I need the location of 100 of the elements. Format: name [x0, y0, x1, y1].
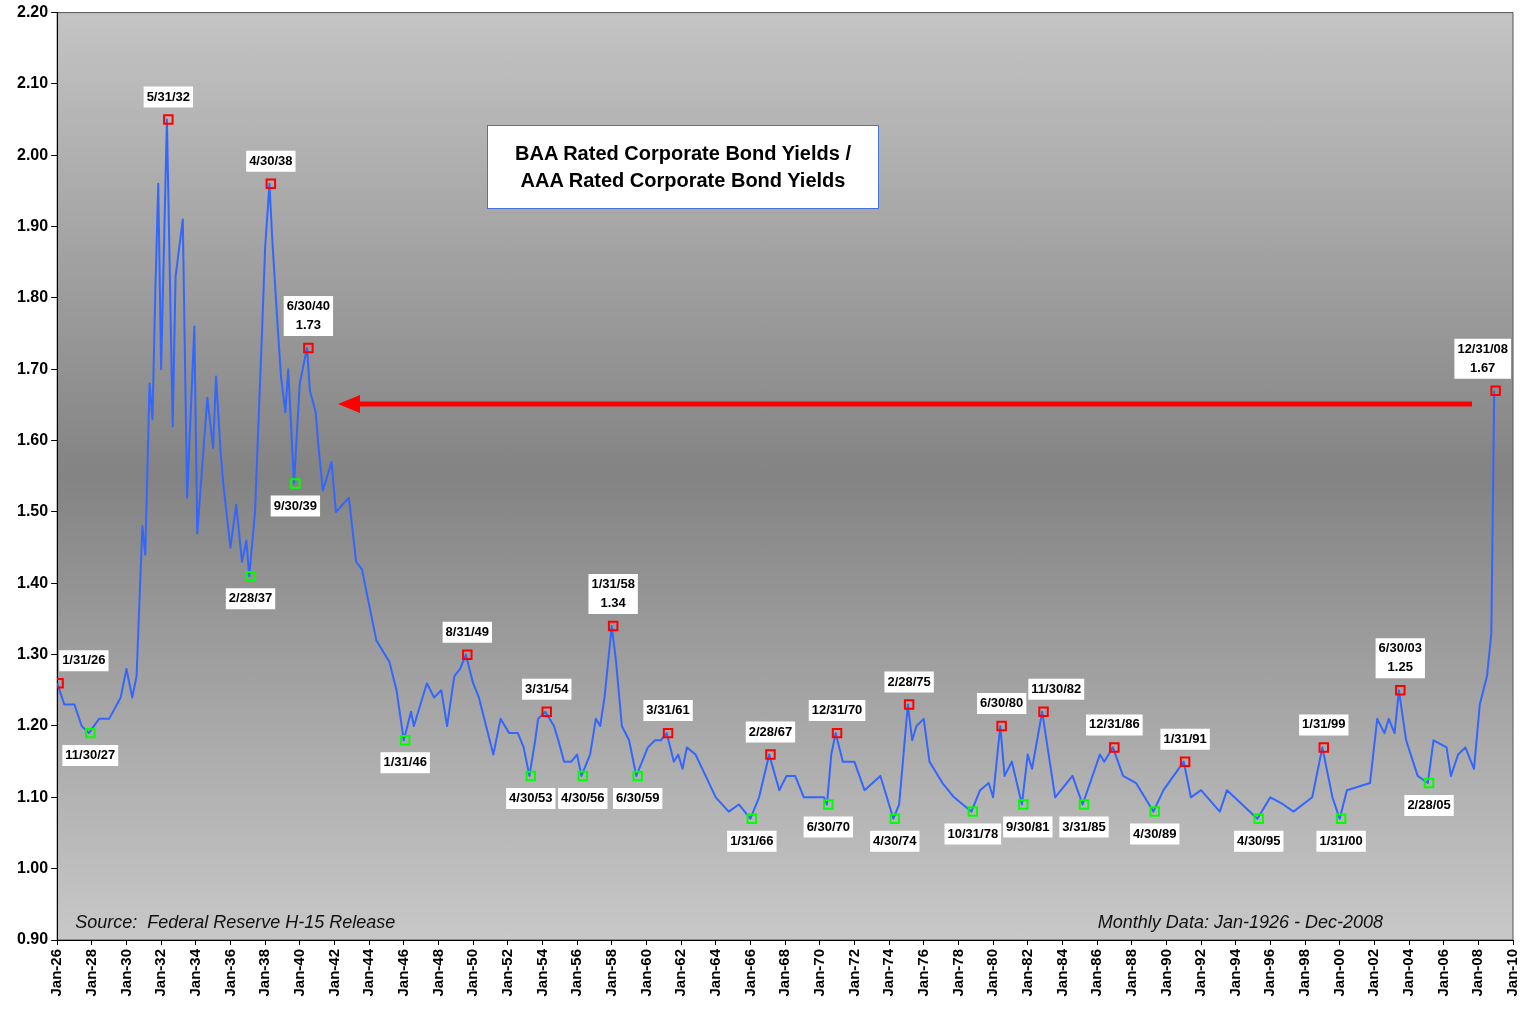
x-tick-label: Jan-54 — [532, 948, 550, 997]
point — [889, 813, 901, 824]
annotation: 1/31/91 — [1163, 730, 1207, 746]
y-tick-label: 1.20 — [17, 716, 49, 734]
point — [823, 799, 834, 810]
x-tick-label: Jan-02 — [1364, 949, 1382, 997]
x-tick-label: Jan-28 — [81, 949, 99, 997]
annotation: 6/30/40 1.73 — [286, 297, 331, 332]
annotation: 4/30/89 — [1133, 825, 1177, 841]
point — [996, 720, 1007, 732]
x-tick-label: Jan-42 — [324, 949, 342, 997]
x-tick-label: Jan-50 — [463, 949, 481, 997]
point — [1490, 385, 1501, 396]
point — [662, 727, 674, 739]
x-tick-label: Jan-68 — [775, 949, 793, 997]
point — [462, 649, 473, 660]
x-tick-label: Jan-76 — [913, 949, 931, 997]
x-tick-label: Jan-58 — [601, 949, 619, 997]
annotation: 1/31/99 — [1302, 716, 1346, 732]
annotation: 4/30/53 — [509, 790, 553, 805]
x-tick-label: Jan-10 — [1503, 949, 1521, 997]
point — [245, 570, 256, 582]
y-tick-label: 1.10 — [17, 787, 49, 805]
point — [541, 706, 552, 717]
y-tick-label: 2.20 — [17, 3, 49, 21]
annotation: 6/30/59 — [616, 790, 660, 805]
x-tick-label: Jan-96 — [1260, 949, 1278, 997]
point — [1179, 756, 1191, 767]
point — [765, 749, 776, 760]
x-tick-label: Jan-72 — [844, 949, 862, 997]
point — [1149, 806, 1160, 817]
point — [290, 478, 301, 489]
x-tick-label: Jan-78 — [948, 949, 966, 997]
point — [1395, 685, 1406, 696]
x-tick-label: Jan-84 — [1052, 948, 1070, 997]
point — [967, 806, 979, 817]
point — [1109, 742, 1120, 753]
x-tick-label: Jan-00 — [1329, 949, 1347, 997]
x-tick-label: Jan-66 — [740, 949, 758, 997]
point — [163, 114, 174, 125]
x-tick-label: Jan-26 — [47, 949, 65, 997]
annotation: 1/31/66 — [730, 832, 774, 848]
y-tick-label: 2.00 — [17, 145, 49, 163]
point — [265, 178, 277, 190]
annotation: 6/30/03 1.25 — [1378, 640, 1422, 675]
x-tick-label: Jan-80 — [983, 949, 1001, 997]
point — [1335, 813, 1347, 824]
y-tick-label: 0.90 — [17, 930, 49, 948]
point — [1078, 799, 1090, 810]
annotation: 2/28/75 — [887, 673, 931, 689]
x-tick-label: Jan-04 — [1399, 948, 1417, 997]
x-tick-label: Jan-08 — [1468, 949, 1486, 997]
annotation: 4/30/95 — [1237, 832, 1281, 848]
y-tick-label: 1.30 — [17, 645, 49, 663]
point — [1318, 742, 1330, 753]
annotation: 1/31/00 — [1319, 832, 1363, 848]
annotation: 1/31/46 — [383, 754, 427, 770]
y-tick-label: 1.70 — [17, 359, 49, 377]
x-tick-label: Jan-98 — [1295, 949, 1313, 997]
x-tick-label: Jan-62 — [671, 949, 689, 997]
x-tick-label: Jan-40 — [289, 949, 307, 997]
x-tick-label: Jan-44 — [359, 948, 377, 997]
annotation: 12/31/08 1.67 — [1457, 340, 1508, 375]
annotation: 6/30/80 — [979, 695, 1024, 711]
point — [525, 770, 537, 782]
annotation: Monthly Data: Jan-1926 - Dec-2008 — [1097, 912, 1383, 932]
point — [577, 770, 589, 782]
x-tick-label: Jan-46 — [393, 949, 411, 997]
x-tick-label: Jan-30 — [116, 949, 134, 997]
annotation: 11/30/27 — [65, 747, 116, 763]
point — [1018, 799, 1029, 810]
annotation: 9/30/39 — [273, 497, 318, 513]
annotation: 8/31/49 — [445, 623, 489, 639]
annotation: 2/28/37 — [228, 590, 273, 606]
x-tick-label: Jan-64 — [705, 948, 723, 997]
point — [607, 620, 619, 632]
point — [1038, 706, 1049, 717]
x-tick-label: Jan-32 — [151, 949, 169, 997]
annotation: 1/31/26 — [62, 652, 106, 668]
annotation: 12/31/86 — [1089, 716, 1140, 732]
annotation: 4/30/74 — [873, 832, 918, 848]
point — [399, 735, 411, 746]
y-tick-label: 1.80 — [17, 288, 49, 306]
annotation: 1/31/58 1.34 — [591, 576, 635, 611]
annotation: 6/30/70 — [806, 818, 851, 834]
annotation: 3/31/61 — [646, 702, 690, 718]
point — [746, 813, 758, 824]
x-tick-label: Jan-88 — [1121, 949, 1139, 997]
annotation: 2/28/05 — [1407, 797, 1451, 813]
y-tick-label: 1.60 — [17, 431, 49, 449]
annotation: 3/31/54 — [525, 680, 570, 696]
annotation: 4/30/56 — [561, 790, 605, 805]
x-tick-label: Jan-82 — [1017, 949, 1035, 997]
annotation: 10/31/78 — [947, 825, 999, 841]
x-tick-label: Jan-36 — [220, 949, 238, 997]
point — [632, 770, 643, 782]
x-tick-label: Jan-74 — [879, 948, 897, 997]
y-tick-label: 1.40 — [17, 573, 49, 591]
point — [831, 727, 843, 739]
y-tick-label: 1.90 — [17, 217, 49, 235]
